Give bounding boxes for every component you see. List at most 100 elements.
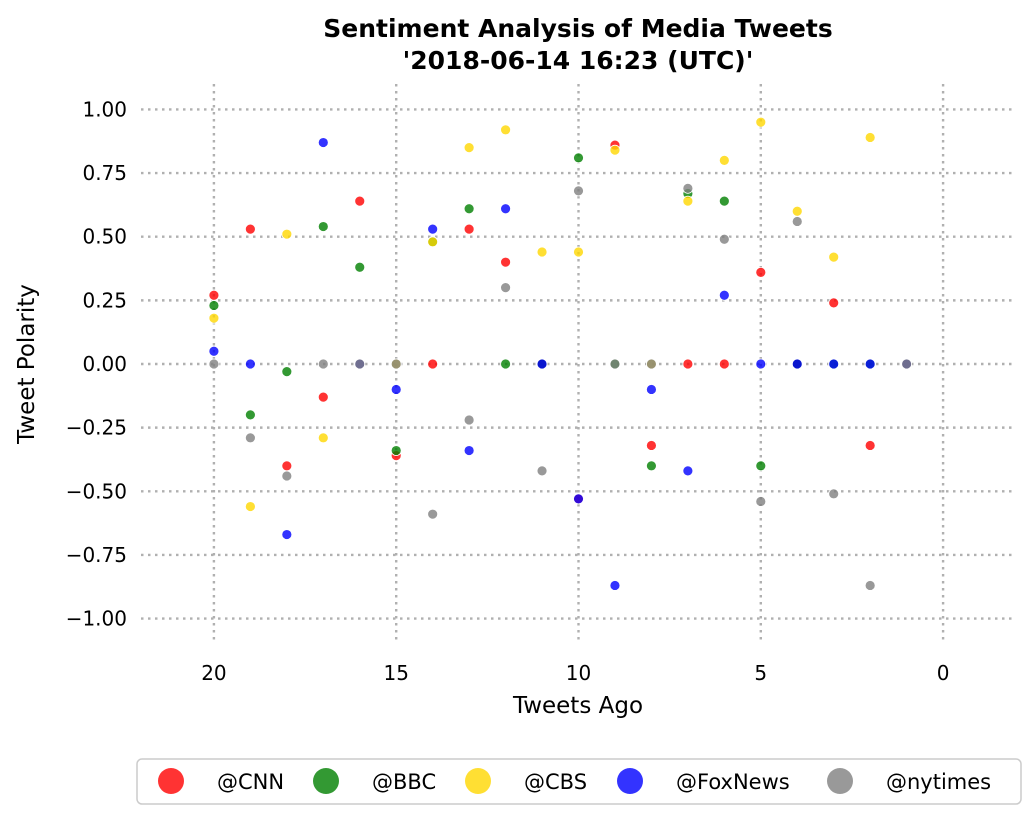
data-point xyxy=(390,384,402,395)
data-point xyxy=(536,358,548,370)
data-point xyxy=(500,358,511,370)
data-point xyxy=(354,261,366,273)
legend-marker xyxy=(313,768,339,794)
data-point xyxy=(682,465,694,477)
data-point xyxy=(646,460,657,472)
legend-label: @CBS xyxy=(524,770,587,794)
data-point xyxy=(573,152,584,164)
data-point xyxy=(682,358,694,370)
data-point xyxy=(755,496,767,507)
data-point xyxy=(244,501,256,512)
data-point xyxy=(427,508,439,520)
data-point xyxy=(755,460,767,472)
data-point xyxy=(828,297,840,309)
legend-frame xyxy=(136,758,1022,805)
data-point xyxy=(317,358,329,370)
data-point xyxy=(390,358,402,370)
data-point xyxy=(208,312,220,324)
data-point xyxy=(718,289,730,301)
legend-label: @BBC xyxy=(372,770,436,794)
x-axis-ticks: 20 15 10 5 0 xyxy=(201,661,949,685)
y-tick-label: 0.00 xyxy=(82,352,127,376)
data-point xyxy=(354,358,366,370)
data-point xyxy=(317,221,329,232)
y-tick-label: 1.00 xyxy=(82,97,127,121)
series-cbs xyxy=(208,116,913,512)
legend-marker xyxy=(465,768,491,794)
data-point xyxy=(646,384,657,395)
series-bbc xyxy=(208,152,913,472)
data-point xyxy=(463,445,475,456)
data-point xyxy=(208,289,220,301)
data-point xyxy=(390,445,402,456)
data-point xyxy=(281,460,293,472)
data-point xyxy=(244,432,256,444)
data-point xyxy=(646,358,657,370)
data-point xyxy=(208,358,220,370)
data-point xyxy=(281,470,293,482)
data-point xyxy=(609,580,621,591)
legend-item: @FoxNews xyxy=(617,768,790,794)
x-axis-label: Tweets Ago xyxy=(512,693,643,719)
chart-subtitle: '2018-06-14 16:23 (UTC)' xyxy=(403,46,754,75)
gridlines xyxy=(141,84,1016,644)
x-tick-label: 5 xyxy=(754,661,767,685)
data-point xyxy=(718,195,730,207)
data-point xyxy=(573,493,584,505)
data-point xyxy=(646,440,657,451)
data-point xyxy=(244,409,256,421)
legend-items: @CNN @BBC @CBS @FoxNews @nytimes xyxy=(158,768,991,794)
data-point xyxy=(463,414,475,426)
data-point xyxy=(208,300,220,311)
y-tick-label: −0.50 xyxy=(66,479,127,503)
y-tick-label: 0.50 xyxy=(82,225,127,249)
x-tick-label: 15 xyxy=(383,661,408,685)
data-point xyxy=(427,236,439,248)
legend-marker xyxy=(158,768,184,794)
y-axis-ticks: 1.00 0.75 0.50 0.25 0.00 −0.25 −0.50 −0.75 −1.00 xyxy=(66,97,127,630)
data-point xyxy=(244,358,256,370)
data-point xyxy=(682,195,694,207)
data-point xyxy=(718,233,730,245)
data-point xyxy=(718,358,730,370)
y-tick-label: 0.25 xyxy=(82,288,127,312)
y-tick-label: −1.00 xyxy=(66,607,127,631)
data-point xyxy=(281,529,293,540)
data-point xyxy=(500,124,511,136)
legend-item: @nytimes xyxy=(827,768,991,794)
data-point xyxy=(463,223,475,235)
legend-label: @FoxNews xyxy=(676,770,790,794)
data-point xyxy=(682,182,694,194)
data-point xyxy=(718,154,730,166)
data-point xyxy=(755,266,767,278)
data-point xyxy=(244,223,256,235)
data-point xyxy=(791,358,803,370)
legend-label: @nytimes xyxy=(886,770,991,794)
data-point xyxy=(500,203,511,215)
series-cnn xyxy=(208,139,913,505)
x-tick-label: 10 xyxy=(566,661,591,685)
data-point xyxy=(317,391,329,403)
data-point xyxy=(536,465,548,477)
legend-marker xyxy=(827,768,853,794)
data-point xyxy=(427,358,439,370)
x-tick-label: 0 xyxy=(937,661,950,685)
data-point xyxy=(463,203,475,215)
chart-title: Sentiment Analysis of Media Tweets xyxy=(323,14,832,43)
y-tick-label: 0.75 xyxy=(82,161,127,185)
x-tick-label: 20 xyxy=(201,661,226,685)
data-point xyxy=(755,116,767,128)
series-nytimes xyxy=(208,182,913,591)
data-point xyxy=(828,251,840,263)
data-point xyxy=(791,205,803,217)
data-point xyxy=(500,256,511,268)
data-point xyxy=(281,366,293,378)
data-point xyxy=(864,132,876,143)
y-tick-label: −0.25 xyxy=(66,416,127,440)
data-point xyxy=(208,345,220,357)
data-point xyxy=(317,137,329,148)
data-point xyxy=(354,195,366,207)
data-point xyxy=(864,358,876,370)
data-point xyxy=(864,440,876,451)
